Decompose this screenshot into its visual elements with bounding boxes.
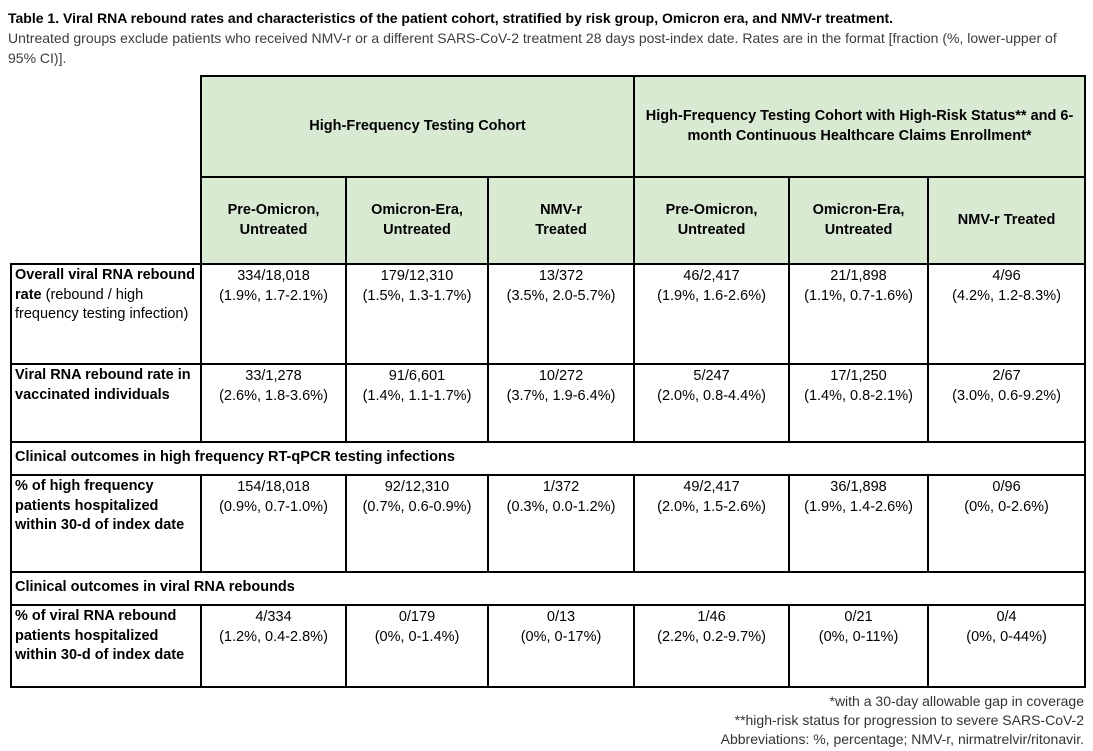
data-cell: 334/18,018 (1.9%, 1.7-2.1%) (200, 263, 347, 365)
data-cell: 49/2,417 (2.0%, 1.5-2.6%) (633, 474, 791, 573)
col-header-nmvr-treated-1: NMV-r Treated (486, 176, 636, 265)
table-corner-spacer (11, 76, 201, 177)
table-row-vaccinated-rebound-rate: Viral RNA rebound rate in vaccinated ind… (10, 363, 1087, 443)
data-cell: 0/21 (0%, 0-11%) (788, 604, 930, 688)
viral-rna-rebound-table: High-Frequency Testing Cohort High-Frequ… (9, 75, 1087, 688)
row-label-overall-rebound-rate: Overall viral RNA rebound rate (rebound … (10, 263, 202, 365)
footnote-abbreviations: Abbreviations: %, percentage; NMV-r, nir… (720, 731, 1084, 747)
data-cell: 4/96 (4.2%, 1.2-8.3%) (927, 263, 1087, 365)
section-row-clinical-outcomes-rebounds: Clinical outcomes in viral RNA rebounds (9, 571, 1087, 606)
row-label-rebound-hospitalized: % of viral RNA rebound patients hospital… (10, 604, 202, 688)
table-corner-spacer (11, 177, 201, 264)
data-cell: 1/46 (2.2%, 0.2-9.7%) (633, 604, 791, 688)
table-caption-title: Table 1. Viral RNA rebound rates and cha… (8, 10, 894, 26)
data-cell: 13/372 (3.5%, 2.0-5.7%) (486, 263, 636, 365)
group-header-row: High-Frequency Testing Cohort High-Frequ… (11, 75, 1087, 178)
row-label-vaccinated-rebound-rate: Viral RNA rebound rate in vaccinated ind… (10, 363, 202, 443)
footnote-coverage-gap: *with a 30-day allowable gap in coverage (829, 693, 1085, 709)
data-cell: 10/272 (3.7%, 1.9-6.4%) (486, 363, 636, 443)
row-label-bold-text: % of viral RNA rebound patients hospital… (15, 608, 185, 663)
section-header-clinical-outcomes-rebounds: Clinical outcomes in viral RNA rebounds (9, 571, 1087, 606)
data-cell: 2/67 (3.0%, 0.6-9.2%) (927, 363, 1087, 443)
data-cell: 92/12,310 (0.7%, 0.6-0.9%) (345, 474, 489, 573)
table-row-overall-rebound-rate: Overall viral RNA rebound rate (rebound … (10, 263, 1087, 365)
data-cell: 91/6,601 (1.4%, 1.1-1.7%) (345, 363, 489, 443)
col-header-pre-omicron-untreated-1: Pre-Omicron, Untreated (200, 176, 347, 265)
row-label-hf-hospitalized: % of high frequency patients hospitalize… (10, 474, 202, 573)
data-cell: 5/247 (2.0%, 0.8-4.4%) (633, 363, 791, 443)
data-cell: 0/179 (0%, 0-1.4%) (345, 604, 489, 688)
data-cell: 154/18,018 (0.9%, 0.7-1.0%) (200, 474, 347, 573)
column-header-row: Pre-Omicron, Untreated Omicron-Era, Untr… (11, 176, 1087, 265)
data-cell: 4/334 (1.2%, 0.4-2.8%) (200, 604, 347, 688)
col-header-omicron-era-untreated-1: Omicron-Era, Untreated (345, 176, 489, 265)
row-label-bold-text: Viral RNA rebound rate in vaccinated ind… (15, 367, 191, 403)
table-caption-description: Untreated groups exclude patients who re… (8, 30, 1057, 66)
group-header-high-frequency-cohort: High-Frequency Testing Cohort (199, 75, 636, 178)
col-header-nmvr-treated-2: NMV-r Treated (927, 176, 1087, 265)
col-header-omicron-era-untreated-2: Omicron-Era, Untreated (788, 176, 930, 265)
data-cell: 1/372 (0.3%, 0.0-1.2%) (486, 474, 636, 573)
data-cell: 0/13 (0%, 0-17%) (486, 604, 636, 688)
data-cell: 36/1,898 (1.9%, 1.4-2.6%) (788, 474, 930, 573)
data-cell: 33/1,278 (2.6%, 1.8-3.6%) (200, 363, 347, 443)
table-footnotes: *with a 30-day allowable gap in coverage… (0, 692, 1084, 749)
section-header-clinical-outcomes-infections: Clinical outcomes in high frequency RT-q… (9, 441, 1087, 476)
footnote-high-risk-status: **high-risk status for progression to se… (734, 712, 1084, 728)
data-cell: 21/1,898 (1.1%, 0.7-1.6%) (788, 263, 930, 365)
group-header-high-risk-cohort: High-Frequency Testing Cohort with High-… (633, 75, 1087, 178)
table-row-hf-hospitalized: % of high frequency patients hospitalize… (10, 474, 1087, 573)
row-label-bold-text: % of high frequency patients hospitalize… (15, 478, 185, 533)
col-header-pre-omicron-untreated-2: Pre-Omicron, Untreated (633, 176, 791, 265)
data-cell: 0/4 (0%, 0-44%) (927, 604, 1087, 688)
data-cell: 179/12,310 (1.5%, 1.3-1.7%) (345, 263, 489, 365)
section-row-clinical-outcomes-infections: Clinical outcomes in high frequency RT-q… (9, 441, 1087, 476)
row-label-rest-text: (rebound / high frequency testing infect… (15, 286, 189, 323)
row-label-bold-text: Overall viral RNA rebound rate (15, 267, 195, 303)
table-row-rebound-hospitalized: % of viral RNA rebound patients hospital… (10, 604, 1087, 688)
data-cell: 0/96 (0%, 0-2.6%) (927, 474, 1087, 573)
data-cell: 46/2,417 (1.9%, 1.6-2.6%) (633, 263, 791, 365)
table-caption: Table 1. Viral RNA rebound rates and cha… (0, 0, 1093, 68)
data-cell: 17/1,250 (1.4%, 0.8-2.1%) (788, 363, 930, 443)
